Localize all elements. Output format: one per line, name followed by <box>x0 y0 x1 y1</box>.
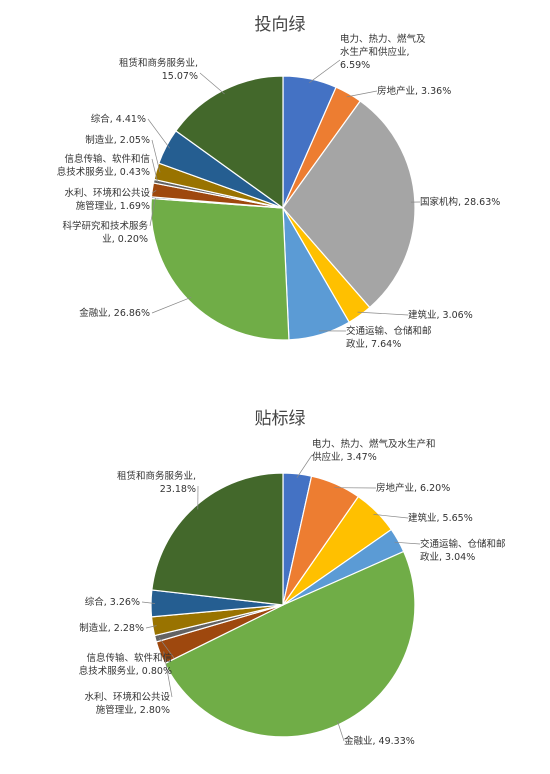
leader-line <box>151 139 161 173</box>
leader-line <box>141 601 156 604</box>
data-label: 电力、热力、燃气及水生产和供应业, 6.59% <box>340 33 426 71</box>
leader-line <box>163 651 173 698</box>
leader-line <box>158 637 175 659</box>
pie-slice <box>151 472 284 606</box>
leader-line <box>394 541 421 545</box>
leader-line <box>346 90 378 98</box>
data-label: 综合, 3.26% <box>85 596 140 608</box>
data-label: 交通运输、仓储和邮政业, 3.04% <box>420 538 506 563</box>
leader-line <box>151 190 157 194</box>
leader-line <box>309 59 341 83</box>
chart-2-pie <box>150 472 416 738</box>
pie-slice <box>150 197 290 341</box>
data-label: 信息传输、软件和信息技术服务业, 0.80% <box>79 652 172 677</box>
leader-line <box>151 158 158 183</box>
data-label: 租赁和商务服务业, 23.18% <box>117 470 196 495</box>
data-label: 房地产业, 6.20% <box>376 482 450 494</box>
data-label: 电力、热力、燃气及水生产和供应业, 3.47% <box>312 438 436 463</box>
data-label: 制造业, 2.05% <box>85 134 150 146</box>
chart-1-labels: 电力、热力、燃气及水生产和供应业, 6.59% 房地产业, 3.36% 国家机构, 2… <box>57 33 501 350</box>
data-label: 租赁和商务服务业, 15.07% <box>119 57 198 82</box>
data-label: 制造业, 2.28% <box>79 622 144 634</box>
leader-line <box>147 118 170 149</box>
data-label: 水利、环境和公共设施管理业, 2.80% <box>84 691 170 716</box>
chart-2-title: 贴标绿 <box>255 409 306 429</box>
data-label: 信息传输、软件和信息技术服务业, 0.43% <box>57 153 150 178</box>
pie-slice <box>175 75 284 210</box>
leader-line <box>149 197 156 227</box>
leader-line <box>151 296 192 314</box>
data-label: 建筑业, 3.06% <box>408 309 473 321</box>
leader-line <box>145 625 157 629</box>
chart-1-pie <box>150 75 416 341</box>
data-label: 水利、环境和公共设施管理业, 1.69% <box>64 187 150 212</box>
data-label: 国家机构, 28.63% <box>420 196 500 208</box>
chart-2-labels: 电力、热力、燃气及水生产和供应业, 3.47% 房地产业, 6.20% 建筑业, 5… <box>79 438 506 747</box>
leader-line <box>296 454 313 478</box>
leader-line <box>199 72 225 95</box>
chart-1-title: 投向绿 <box>255 15 306 35</box>
data-label: 金融业, 26.86% <box>79 307 150 319</box>
data-label: 房地产业, 3.36% <box>377 85 451 97</box>
pie-slice <box>163 550 416 738</box>
leader-line <box>373 514 409 519</box>
leader-line <box>357 311 409 316</box>
leader-line <box>337 720 345 742</box>
data-label: 交通运输、仓储和邮政业, 7.64% <box>346 325 432 350</box>
data-label: 金融业, 49.33% <box>344 735 415 747</box>
data-label: 综合, 4.41% <box>91 113 146 125</box>
data-label: 建筑业, 5.65% <box>408 512 473 524</box>
data-label: 科学研究和技术服务业, 0.20% <box>62 220 148 245</box>
